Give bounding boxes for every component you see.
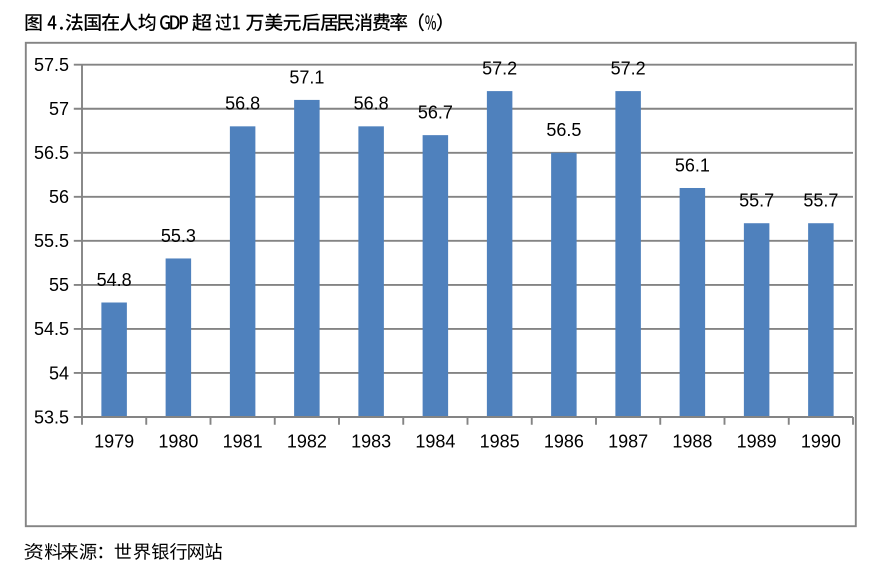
svg-text:1989: 1989: [737, 432, 777, 452]
svg-text:57.2: 57.2: [611, 59, 646, 79]
svg-text:1981: 1981: [223, 432, 263, 452]
svg-text:56.8: 56.8: [225, 94, 260, 114]
svg-text:54: 54: [49, 363, 69, 383]
svg-text:53.5: 53.5: [34, 407, 69, 427]
svg-text:57.5: 57.5: [34, 55, 69, 75]
svg-text:56.5: 56.5: [546, 120, 581, 140]
svg-text:57.2: 57.2: [482, 59, 517, 79]
svg-text:57.1: 57.1: [289, 67, 324, 87]
svg-text:56.8: 56.8: [354, 94, 389, 114]
svg-text:55: 55: [49, 275, 69, 295]
svg-text:56: 56: [49, 187, 69, 207]
svg-text:55.7: 55.7: [803, 191, 838, 211]
svg-text:1979: 1979: [94, 432, 134, 452]
svg-text:57: 57: [49, 99, 69, 119]
svg-text:54.5: 54.5: [34, 319, 69, 339]
svg-text:56.1: 56.1: [675, 155, 710, 175]
svg-text:1990: 1990: [801, 432, 841, 452]
svg-text:55.7: 55.7: [739, 191, 774, 211]
svg-text:55.3: 55.3: [161, 226, 196, 246]
svg-text:1988: 1988: [672, 432, 712, 452]
svg-text:56.7: 56.7: [418, 103, 453, 123]
svg-text:1980: 1980: [158, 432, 198, 452]
svg-text:1985: 1985: [480, 432, 520, 452]
svg-text:55.5: 55.5: [34, 231, 69, 251]
svg-text:54.8: 54.8: [97, 270, 132, 290]
svg-text:1982: 1982: [287, 432, 327, 452]
svg-text:1987: 1987: [608, 432, 648, 452]
svg-text:56.5: 56.5: [34, 143, 69, 163]
svg-text:1986: 1986: [544, 432, 584, 452]
svg-text:1984: 1984: [415, 432, 455, 452]
svg-text:1983: 1983: [351, 432, 391, 452]
